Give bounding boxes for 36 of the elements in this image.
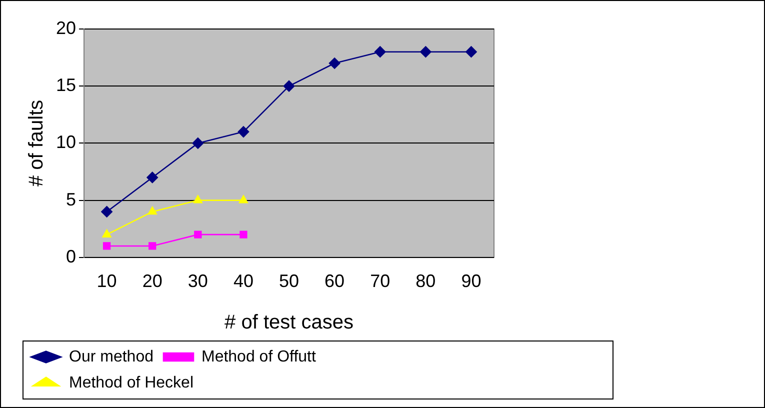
point: [194, 230, 202, 238]
point: [374, 46, 386, 58]
point: [238, 126, 250, 138]
y-tick-label: 20: [56, 18, 76, 38]
y-tick-label: 0: [66, 246, 76, 266]
point: [102, 229, 112, 238]
point: [102, 242, 111, 250]
x-tick-label: 30: [188, 271, 208, 292]
x-tick-label: 90: [461, 271, 482, 292]
x-tick-label: 40: [233, 271, 254, 292]
x-tick-label: 80: [416, 271, 436, 292]
point: [238, 195, 248, 204]
y-tick-label: 10: [56, 132, 76, 152]
y-tick-label: 5: [66, 189, 76, 210]
x-tick-label: 20: [142, 271, 162, 292]
point: [148, 242, 156, 250]
point: [240, 230, 248, 238]
point: [193, 195, 202, 204]
legend-label: Our method: [69, 348, 154, 366]
point: [466, 46, 477, 58]
point: [148, 206, 157, 215]
point: [283, 80, 295, 92]
legend-label: Method of Heckel: [69, 374, 194, 392]
y-axis-title: # of faults: [26, 100, 48, 187]
point: [101, 206, 112, 218]
x-tick-label: 50: [278, 271, 300, 292]
x-tick-label: 10: [96, 271, 117, 292]
point: [420, 46, 432, 58]
point: [328, 58, 340, 69]
x-axis-title: # of test cases: [224, 312, 354, 334]
x-tick-label: 70: [370, 271, 390, 292]
point: [192, 138, 204, 149]
y-tick-label: 15: [56, 75, 76, 96]
legend-label: Method of Offutt: [201, 348, 316, 366]
point: [146, 172, 158, 184]
x-tick-label: 60: [324, 271, 345, 292]
